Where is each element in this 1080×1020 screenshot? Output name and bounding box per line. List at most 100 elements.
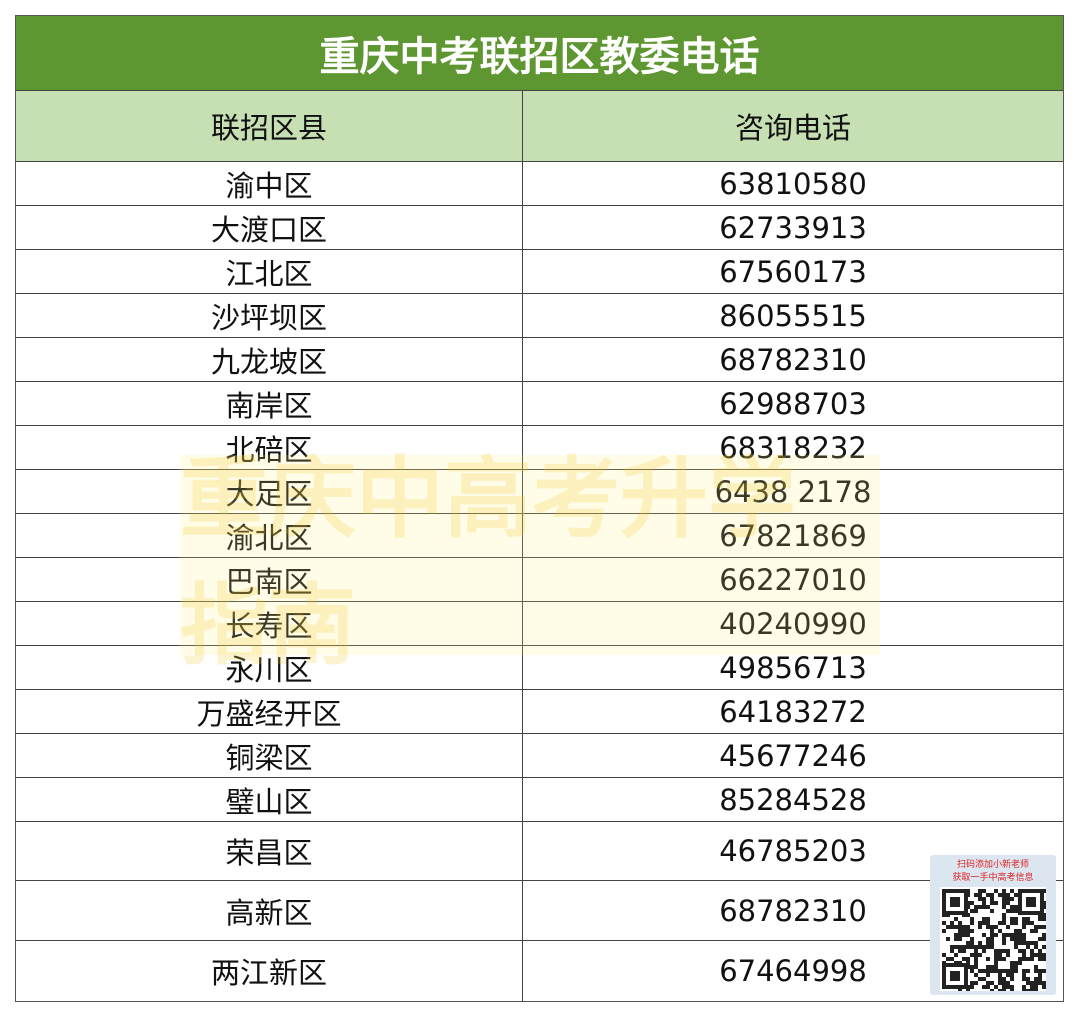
qr-module (982, 945, 986, 949)
qr-module (970, 969, 974, 973)
qr-module (990, 937, 994, 941)
qr-module (986, 905, 990, 909)
qr-module (978, 905, 982, 909)
qr-module (1018, 941, 1022, 945)
table-row: 长寿区 40240990 (16, 601, 1063, 645)
qr-module (970, 921, 974, 925)
qr-module (994, 957, 998, 961)
qr-module (1002, 977, 1006, 981)
qr-module (1014, 929, 1018, 933)
qr-module (1030, 957, 1034, 961)
qr-module (990, 945, 994, 949)
qr-module (1034, 985, 1038, 989)
qr-module (974, 893, 978, 897)
qr-module (994, 985, 998, 989)
table-row: 南岸区 62988703 (16, 381, 1063, 425)
phone-cell: 62988703 (719, 386, 867, 421)
qr-module (990, 965, 994, 969)
qr-module (1010, 905, 1014, 909)
qr-module (966, 945, 970, 949)
qr-module (1026, 969, 1030, 973)
qr-module (986, 973, 990, 977)
qr-module (1026, 941, 1030, 945)
table-row: 渝北区 67821869 (16, 513, 1063, 557)
qr-module (1030, 941, 1034, 945)
qr-module (998, 953, 1002, 957)
table-row: 大足区 6438 2178 (16, 469, 1063, 513)
district-cell: 高新区 (16, 881, 523, 940)
qr-module (998, 957, 1002, 961)
qr-module (1002, 921, 1006, 925)
qr-module (1002, 917, 1006, 921)
qr-module (982, 917, 986, 921)
qr-module (950, 957, 954, 961)
qr-module (950, 971, 960, 981)
qr-module (1030, 989, 1034, 991)
qr-module (1002, 933, 1006, 937)
qr-module (966, 941, 970, 945)
qr-module (1026, 977, 1030, 981)
qr-module (1022, 917, 1026, 921)
qr-module (998, 989, 1002, 991)
qr-module (1042, 917, 1046, 921)
qr-module (1022, 969, 1026, 973)
qr-module (950, 925, 954, 929)
qr-module (966, 957, 970, 961)
phone-cell: 67464998 (719, 954, 867, 988)
qr-module (1022, 985, 1026, 989)
qr-module (1014, 969, 1018, 973)
qr-module (1022, 973, 1026, 977)
qr-module (1022, 933, 1026, 937)
qr-module (1002, 937, 1006, 941)
qr-module (970, 937, 974, 941)
qr-module (986, 969, 990, 973)
table-title: 重庆中考联招区教委电话 (16, 16, 1063, 90)
qr-module (1038, 973, 1042, 977)
qr-module (1030, 981, 1034, 985)
qr-module (998, 893, 1002, 897)
district-cell: 大足区 (16, 470, 523, 513)
qr-module (1010, 989, 1014, 991)
qr-module (1034, 925, 1038, 929)
qr-module (1014, 893, 1018, 897)
qr-module (974, 945, 978, 949)
district-cell: 九龙坡区 (16, 338, 523, 381)
qr-module (982, 985, 986, 989)
qr-module (1042, 981, 1046, 985)
phone-cell: 40240990 (719, 606, 867, 641)
qr-module (1014, 933, 1018, 937)
phone-cell: 66227010 (719, 562, 867, 597)
qr-module (958, 945, 962, 949)
qr-module (998, 969, 1002, 973)
qr-module (958, 989, 962, 991)
title-row: 重庆中考联招区教委电话 (16, 16, 1063, 90)
qr-code (940, 887, 1046, 991)
qr-module (942, 921, 946, 925)
qr-module (1014, 937, 1018, 941)
qr-module (978, 897, 982, 901)
qr-module (990, 897, 994, 901)
qr-module (954, 953, 958, 957)
qr-module (1002, 949, 1006, 953)
qr-module (982, 969, 986, 973)
district-cell: 北碚区 (16, 426, 523, 469)
qr-module (1002, 897, 1006, 901)
qr-module (994, 949, 998, 953)
qr-module (1034, 981, 1038, 985)
district-cell: 两江新区 (16, 941, 523, 1001)
qr-module (1002, 889, 1006, 893)
qr-module (990, 969, 994, 973)
qr-module (1010, 937, 1014, 941)
qr-module (1006, 925, 1010, 929)
qr-module (1022, 941, 1026, 945)
qr-module (1038, 917, 1042, 921)
qr-module (970, 909, 974, 913)
qr-module (1006, 909, 1010, 913)
qr-module (950, 897, 960, 907)
qr-module (954, 925, 958, 929)
qr-module (986, 921, 990, 925)
qr-module (1030, 985, 1034, 989)
qr-module (986, 945, 990, 949)
qr-module (1026, 897, 1036, 907)
qr-module (1010, 909, 1014, 913)
